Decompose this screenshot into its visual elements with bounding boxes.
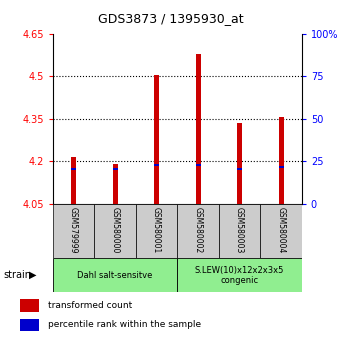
- Text: GSM580003: GSM580003: [235, 207, 244, 253]
- Text: transformed count: transformed count: [48, 301, 132, 310]
- FancyBboxPatch shape: [94, 204, 136, 258]
- Bar: [237, 168, 242, 170]
- Text: percentile rank within the sample: percentile rank within the sample: [48, 320, 201, 329]
- Bar: [279, 117, 283, 204]
- Bar: [20, 319, 39, 331]
- Bar: [154, 165, 159, 166]
- FancyBboxPatch shape: [177, 258, 302, 292]
- FancyBboxPatch shape: [136, 204, 177, 258]
- FancyBboxPatch shape: [219, 204, 260, 258]
- FancyBboxPatch shape: [177, 204, 219, 258]
- Text: GSM580004: GSM580004: [277, 207, 285, 253]
- Text: S.LEW(10)x12x2x3x5
congenic: S.LEW(10)x12x2x3x5 congenic: [195, 266, 284, 285]
- Bar: [154, 75, 159, 204]
- Text: Dahl salt-sensitve: Dahl salt-sensitve: [77, 271, 153, 280]
- Text: GSM580001: GSM580001: [152, 207, 161, 253]
- Bar: [71, 158, 76, 204]
- FancyBboxPatch shape: [53, 204, 94, 258]
- Bar: [196, 54, 201, 204]
- Bar: [20, 299, 39, 312]
- Text: GDS3873 / 1395930_at: GDS3873 / 1395930_at: [98, 12, 243, 25]
- Text: strain: strain: [3, 270, 31, 280]
- Text: ▶: ▶: [29, 270, 36, 280]
- Bar: [196, 165, 201, 166]
- FancyBboxPatch shape: [260, 204, 302, 258]
- Bar: [279, 166, 283, 167]
- Bar: [237, 124, 242, 204]
- Bar: [71, 168, 76, 170]
- Text: GSM580002: GSM580002: [194, 207, 203, 253]
- Text: GSM580000: GSM580000: [110, 207, 120, 253]
- Text: GSM579999: GSM579999: [69, 207, 78, 253]
- Bar: [113, 168, 118, 170]
- Bar: [113, 164, 118, 204]
- FancyBboxPatch shape: [53, 258, 177, 292]
